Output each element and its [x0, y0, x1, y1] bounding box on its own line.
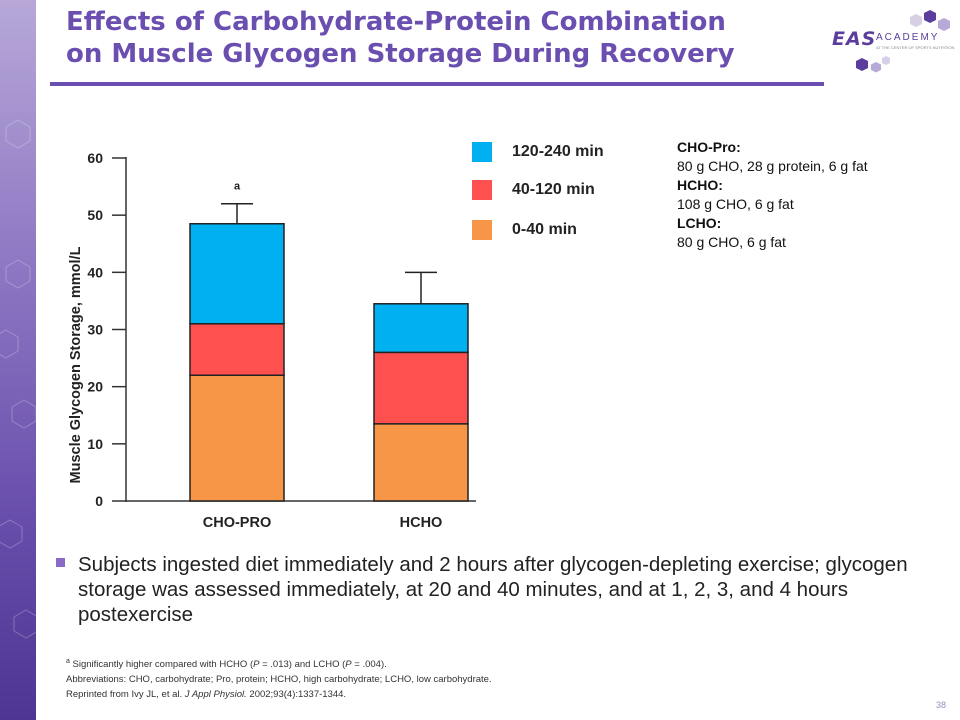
- footnote-p1-value: = .013) and LCHO (: [259, 659, 346, 671]
- def-lcho-head: LCHO:: [677, 215, 722, 231]
- y-tick-label-10: 10: [87, 436, 103, 452]
- x-label-hcho: HCHO: [400, 515, 443, 530]
- bullet-text: Subjects ingested diet immediately and 2…: [78, 553, 908, 626]
- x-axis-labels: CHO-PROHCHOLCHO: [203, 515, 443, 530]
- logo-sub: ACADEMY: [876, 32, 940, 43]
- legend-item-40-120: 40-120 min: [472, 180, 652, 204]
- bar-hcho-120-240min: [373, 303, 469, 354]
- y-tick-label-0: 0: [95, 493, 103, 509]
- page-number: 38: [936, 700, 947, 710]
- footnote-reprint-pre: Reprinted from Ivy JL, et al.: [66, 689, 185, 701]
- footnote-sig-pre: Significantly higher compared with HCHO …: [69, 659, 254, 671]
- bar-cho-pro-0-40min: [189, 374, 285, 502]
- def-cho-pro-text: 80 g CHO, 28 g protein, 6 g fat: [677, 158, 868, 174]
- footnote-p2-label: P: [345, 659, 352, 671]
- legend-item-0-40: 0-40 min: [472, 220, 652, 244]
- footnote-abbreviations: Abbreviations: CHO, carbohydrate; Pro, p…: [66, 674, 492, 686]
- legend-swatch-120-240: [472, 142, 492, 162]
- legend-swatch-40-120: [472, 180, 492, 200]
- bars: a: [189, 181, 469, 502]
- footnote-p1-label: P: [253, 659, 260, 671]
- y-tick-label-20: 20: [87, 379, 103, 395]
- bar-cho-pro-120-240min: [189, 222, 285, 325]
- annotation-cho-pro: a: [234, 181, 241, 193]
- title-underline: [50, 82, 824, 86]
- def-lcho-text: 80 g CHO, 6 g fat: [677, 234, 786, 250]
- diet-definitions: CHO-Pro: 80 g CHO, 28 g protein, 6 g fat…: [677, 138, 957, 252]
- title-line-2: on Muscle Glycogen Storage During Recove…: [66, 39, 735, 69]
- eas-academy-logo: EAS ACADEMY AT THE CENTER OF SPORTS NUTR…: [832, 6, 956, 76]
- y-tick-label-40: 40: [87, 264, 103, 280]
- logo-brand: EAS: [832, 28, 877, 50]
- logo-tagline: AT THE CENTER OF SPORTS NUTRITION: [876, 45, 955, 50]
- hexagon-pattern: [0, 119, 36, 639]
- footnote-marker: a: [66, 658, 70, 665]
- legend-swatch-0-40: [472, 220, 492, 240]
- slide-title: Effects of Carbohydrate-Protein Combinat…: [66, 6, 806, 70]
- square-bullet-icon: [56, 558, 65, 567]
- bar-hcho-0-40min: [373, 423, 469, 502]
- footnote-journal: J Appl Physiol.: [184, 689, 247, 701]
- def-cho-pro-head: CHO-Pro:: [677, 139, 741, 155]
- footnote-reprint: Reprinted from Ivy JL, et al. J Appl Phy…: [66, 687, 906, 702]
- footnotes: a Significantly higher compared with HCH…: [66, 654, 906, 702]
- legend-item-120-240: 120-240 min: [472, 142, 652, 166]
- bar-cho-pro-40-120min: [189, 323, 285, 376]
- footnote-significance: a Significantly higher compared with HCH…: [66, 654, 906, 672]
- logo-hexagons-icon: [856, 10, 950, 73]
- decorative-side-strip: [0, 0, 36, 720]
- footnote-reprint-post: 2002;93(4):1337-1344.: [246, 689, 347, 701]
- y-tick-label-30: 30: [87, 322, 103, 338]
- def-hcho-text: 108 g CHO, 6 g fat: [677, 196, 794, 212]
- y-axis-title: Muscle Glycogen Storage, mmol/L: [68, 246, 84, 483]
- def-hcho-head: HCHO:: [677, 177, 723, 193]
- title-line-1: Effects of Carbohydrate-Protein Combinat…: [66, 7, 726, 37]
- legend-label-0-40: 0-40 min: [512, 221, 577, 238]
- bar-hcho-40-120min: [373, 351, 469, 425]
- footnote-p2-value: = .004).: [351, 659, 387, 671]
- y-tick-label-60: 60: [87, 150, 103, 166]
- legend-label-120-240: 120-240 min: [512, 143, 604, 160]
- x-label-cho-pro: CHO-PRO: [203, 515, 271, 530]
- legend-label-40-120: 40-120 min: [512, 181, 595, 198]
- y-tick-label-50: 50: [87, 207, 103, 223]
